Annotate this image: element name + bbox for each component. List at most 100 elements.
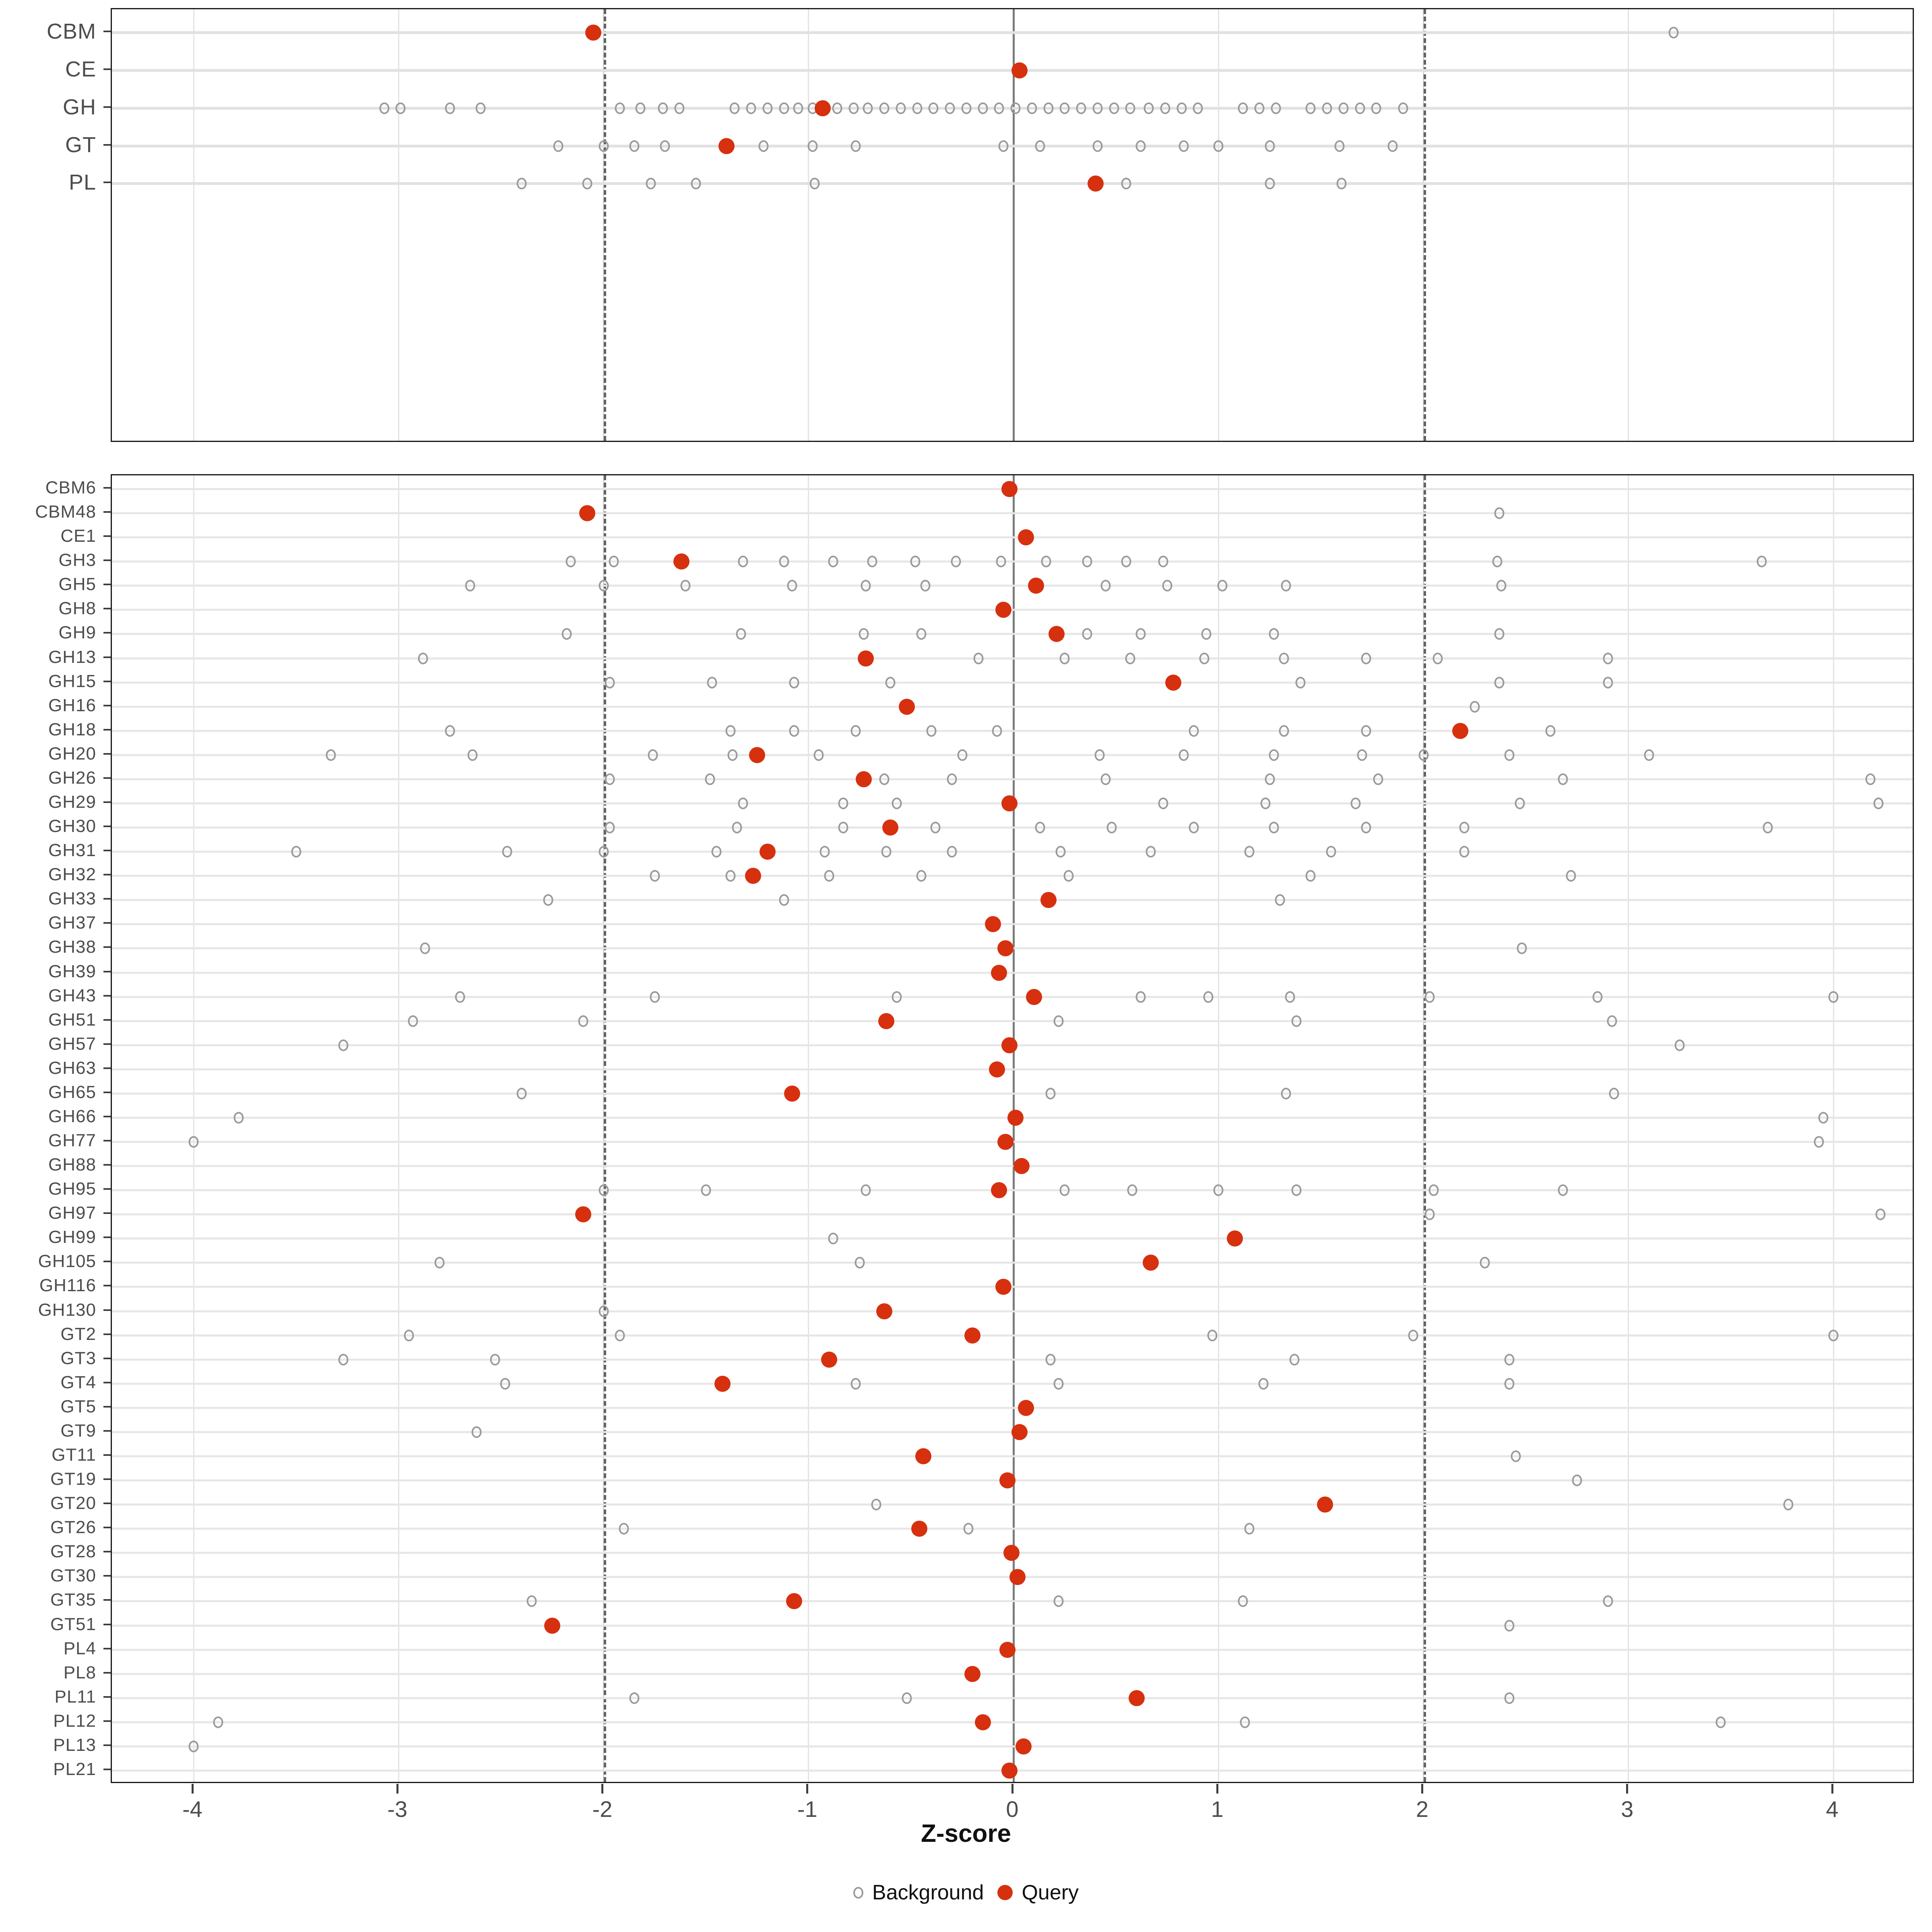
background-point — [1199, 652, 1210, 665]
background-point — [188, 1136, 199, 1148]
query-point — [999, 1641, 1016, 1658]
query-point — [1028, 578, 1044, 594]
row-gridline — [112, 826, 1913, 829]
y-axis-tick-label: PL11 — [54, 1686, 96, 1707]
background-point — [912, 102, 923, 114]
background-point — [1203, 991, 1214, 1003]
y-axis-tick-mark — [103, 1647, 111, 1649]
background-point — [1109, 102, 1119, 114]
background-point — [871, 1499, 881, 1511]
legend-item-query[interactable]: Query — [997, 1880, 1079, 1905]
x-axis-tick-mark — [1216, 1784, 1218, 1794]
background-point — [1459, 846, 1470, 858]
y-axis-tick-mark — [103, 1043, 111, 1045]
background-point — [1106, 822, 1117, 834]
background-point — [705, 773, 715, 785]
x-axis-tick-mark — [806, 1784, 809, 1794]
background-point — [1144, 102, 1154, 114]
background-point — [418, 652, 428, 665]
y-axis-tick-mark — [103, 1720, 111, 1722]
legend-item-background[interactable]: Background — [853, 1880, 984, 1905]
row-gridline — [112, 1068, 1913, 1071]
background-point — [582, 178, 592, 190]
y-axis-tick-label: GH99 — [48, 1227, 96, 1247]
query-point — [575, 1206, 591, 1223]
y-axis-tick-label: GH66 — [48, 1106, 96, 1126]
threshold-line — [603, 475, 606, 1782]
background-point — [1271, 102, 1281, 114]
background-point — [1265, 773, 1275, 785]
background-point — [732, 822, 742, 834]
background-point — [1275, 894, 1285, 906]
y-axis-tick-mark — [103, 729, 111, 731]
row-gridline — [112, 923, 1913, 925]
y-axis-tick-label: CBM6 — [45, 478, 96, 497]
background-point — [725, 870, 736, 882]
background-point — [1100, 773, 1111, 785]
query-point — [784, 1085, 800, 1102]
background-point — [1213, 1184, 1224, 1196]
y-axis-tick-label: GT30 — [50, 1566, 96, 1586]
background-point — [395, 102, 406, 114]
row-gridline — [112, 1721, 1913, 1724]
background-point — [1355, 102, 1365, 114]
background-point — [1244, 846, 1255, 858]
y-axis-tick-label: GH16 — [48, 695, 96, 715]
background-point — [848, 102, 859, 114]
vertical-gridline — [1833, 475, 1834, 1782]
background-point — [599, 580, 609, 592]
background-point — [1828, 991, 1839, 1003]
background-point — [961, 102, 972, 114]
y-axis-tick-mark — [103, 801, 111, 803]
query-point — [1009, 1569, 1026, 1585]
background-point — [1127, 1184, 1137, 1196]
background-point — [725, 725, 736, 737]
bottom-plot-surface — [112, 475, 1913, 1782]
query-point — [991, 964, 1007, 981]
background-point — [1213, 140, 1224, 152]
background-point — [998, 140, 1009, 152]
background-point — [896, 102, 906, 114]
row-gridline — [112, 1503, 1913, 1506]
background-point — [916, 628, 927, 640]
y-axis-tick-mark — [103, 898, 111, 900]
background-point — [1193, 102, 1203, 114]
background-point — [1609, 1088, 1619, 1100]
y-axis-tick-label: GH37 — [48, 913, 96, 933]
y-axis-tick-mark — [103, 1551, 111, 1553]
background-point — [707, 677, 717, 689]
background-point — [738, 555, 748, 568]
background-point — [1053, 1015, 1064, 1027]
y-axis-tick-label: PL21 — [53, 1759, 96, 1779]
background-point — [832, 102, 842, 114]
y-axis-tick-mark — [103, 680, 111, 682]
row-gridline — [112, 560, 1913, 563]
background-point — [1828, 1329, 1839, 1342]
background-point — [1572, 1474, 1582, 1486]
vertical-gridline — [1833, 9, 1834, 441]
row-gridline — [112, 31, 1913, 34]
row-gridline — [112, 681, 1913, 684]
background-point — [1715, 1716, 1726, 1728]
background-point — [455, 991, 465, 1003]
background-point — [1545, 725, 1556, 737]
background-point — [660, 140, 670, 152]
row-gridline — [112, 1213, 1913, 1216]
y-axis-tick-mark — [103, 1188, 111, 1190]
background-point — [1240, 1716, 1250, 1728]
background-point — [1496, 580, 1507, 592]
background-point — [1558, 1184, 1568, 1196]
background-point — [1279, 652, 1289, 665]
query-point — [899, 698, 915, 715]
background-point — [1053, 1595, 1064, 1607]
background-point — [758, 140, 769, 152]
y-axis-tick-mark — [103, 1478, 111, 1480]
query-point — [673, 553, 689, 570]
query-point — [745, 868, 762, 884]
x-axis-tick-label: -4 — [182, 1796, 202, 1822]
background-point — [650, 870, 660, 882]
query-point — [882, 819, 899, 836]
background-point — [787, 580, 797, 592]
background-point — [1408, 1329, 1418, 1342]
y-axis-tick-label: GH95 — [48, 1179, 96, 1199]
